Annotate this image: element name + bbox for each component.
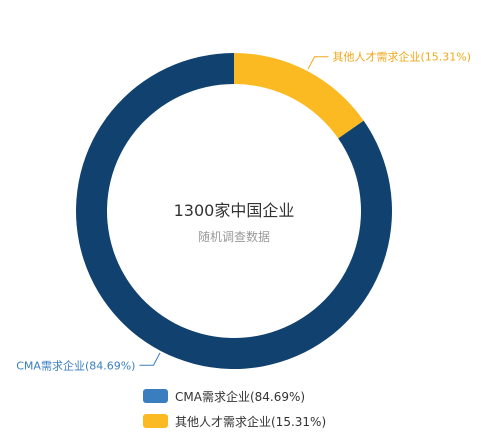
slice-other[interactable] [234, 53, 364, 139]
leader-line-cma [139, 352, 161, 366]
slice-label-other: 其他人才需求企业(15.31%) [333, 50, 472, 64]
slice-label-cma: CMA需求企业(84.69%) [16, 358, 135, 372]
legend-label-cma[interactable]: CMA需求企业(84.69%) [175, 389, 305, 404]
legend-swatch-cma[interactable] [143, 389, 168, 403]
slice-labels: CMA需求企业(84.69%) 其他人才需求企业(15.31%) [16, 50, 471, 373]
legend-swatch-other[interactable] [143, 414, 168, 428]
legend-label-other[interactable]: 其他人才需求企业(15.31%) [175, 414, 326, 429]
donut-slices [76, 53, 392, 369]
center-title: 1300家中国企业 [174, 201, 295, 220]
legend: CMA需求企业(84.69%) 其他人才需求企业(15.31%) [143, 389, 326, 429]
leader-line-other [307, 56, 329, 70]
center-subtitle: 随机调查数据 [198, 229, 270, 244]
